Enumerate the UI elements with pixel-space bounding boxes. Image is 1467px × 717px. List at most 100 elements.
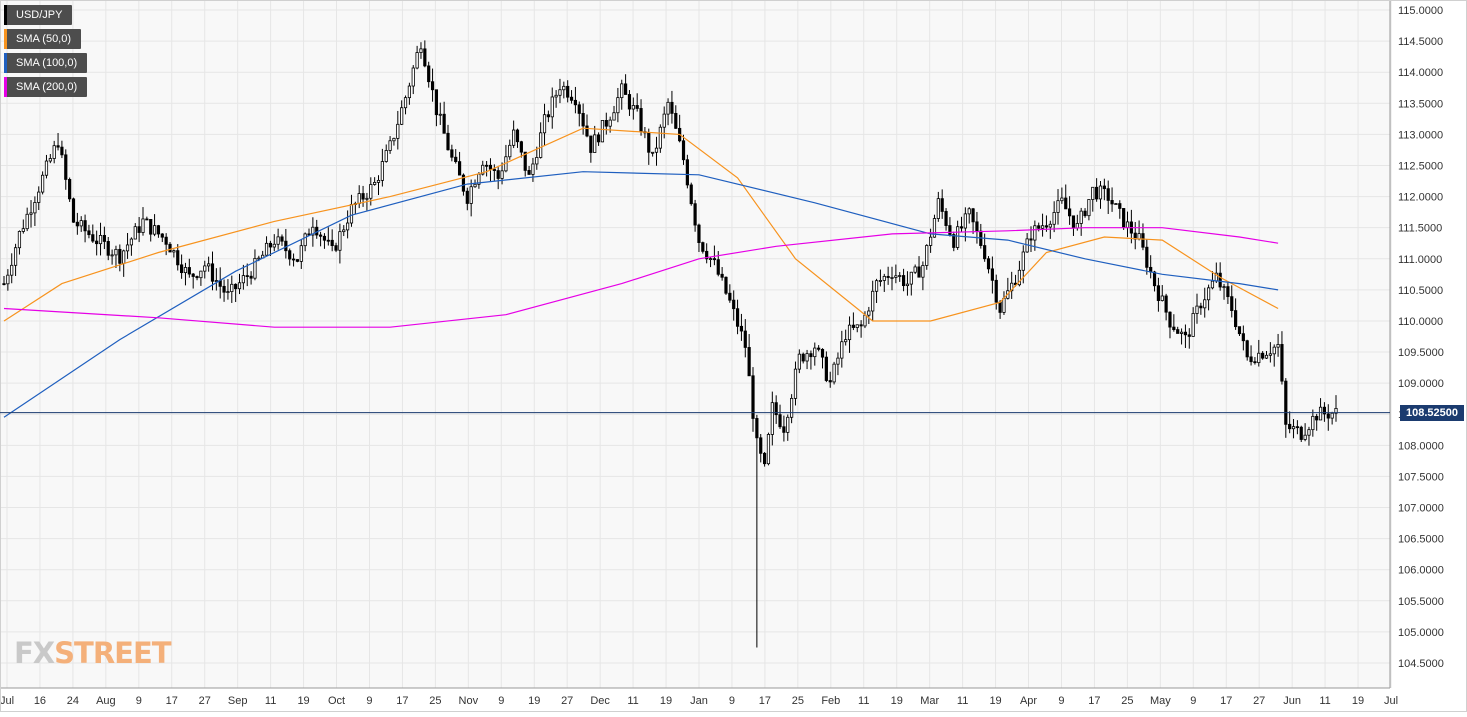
candle-body	[828, 380, 832, 383]
x-tick-label: 25	[1121, 695, 1133, 707]
candle-body	[1307, 429, 1311, 436]
candle-body	[666, 101, 670, 115]
candle-body	[334, 245, 338, 251]
candle-body	[531, 163, 535, 175]
candle-body	[809, 353, 813, 358]
candle-body	[1056, 200, 1060, 213]
candle-body	[925, 245, 929, 266]
candle-body	[1164, 295, 1168, 313]
candle-body	[624, 83, 628, 95]
candle-body	[697, 224, 701, 243]
x-tick-label: Feb	[821, 695, 840, 707]
candle-body	[1226, 286, 1230, 298]
candle-body	[693, 203, 697, 226]
candle-body	[1237, 326, 1242, 335]
candle-body	[990, 268, 994, 281]
candle-body	[566, 85, 570, 98]
candle-body	[1299, 426, 1303, 440]
candle-body	[473, 183, 477, 188]
sma-line-50	[3, 127, 1279, 322]
candle-body	[176, 250, 180, 266]
candle-body	[647, 132, 651, 153]
candle-body	[1272, 346, 1276, 355]
x-tick-label: 25	[792, 695, 804, 707]
current-price-tag: 108.52500	[1400, 404, 1464, 421]
candle-body	[817, 347, 821, 350]
candle-body	[616, 97, 620, 114]
candle-body	[6, 274, 10, 285]
candle-body	[874, 280, 879, 292]
candle-body	[469, 186, 473, 204]
candle-body	[952, 234, 956, 248]
candle-body	[1261, 352, 1265, 359]
candle-body	[1318, 406, 1323, 421]
sma-line-100	[3, 171, 1279, 418]
candle-body	[508, 144, 512, 158]
candle-body	[21, 228, 25, 232]
candle-body	[446, 132, 450, 151]
legend-item-usdjpy[interactable]: USD/JPY	[4, 5, 73, 25]
candle-body	[1183, 331, 1188, 336]
candle-body	[1141, 233, 1145, 248]
candle-body	[79, 220, 83, 227]
candle-body	[68, 179, 72, 200]
candle-body	[122, 250, 126, 264]
candle-body	[639, 108, 643, 133]
candle-body	[778, 414, 782, 428]
candle-body	[585, 125, 589, 137]
candle-body	[41, 174, 45, 193]
candle-body	[782, 426, 786, 433]
x-tick-label: 24	[67, 695, 79, 707]
candle-body	[1095, 186, 1099, 200]
candle-body	[867, 310, 871, 316]
candle-body	[1172, 326, 1176, 331]
x-tick-label: 19	[891, 695, 903, 707]
candle-body	[1330, 412, 1334, 419]
x-tick-label: Nov	[459, 695, 479, 707]
candle-body	[820, 348, 825, 358]
candle-body	[457, 161, 462, 176]
x-tick-label: Apr	[1020, 695, 1037, 707]
candle-body	[774, 402, 778, 416]
candle-body	[102, 235, 106, 242]
candle-body	[562, 85, 566, 91]
candle-body	[388, 140, 392, 151]
candle-body	[1083, 210, 1087, 217]
candle-body	[37, 191, 41, 203]
candle-body	[307, 233, 311, 236]
candle-body	[1303, 434, 1307, 440]
candle-body	[712, 258, 716, 261]
candle-body	[172, 250, 176, 253]
candle-body	[735, 308, 740, 327]
candle-body	[1326, 413, 1330, 419]
candle-body	[882, 275, 886, 281]
candle-body	[488, 164, 493, 170]
x-tick-label: 19	[660, 695, 672, 707]
legend-label-sma100: SMA (100,0)	[16, 57, 78, 69]
candle-body	[118, 248, 122, 264]
candle-body	[1210, 280, 1215, 289]
candle-body	[890, 277, 894, 279]
legend-item-sma50[interactable]: SMA (50,0)	[4, 29, 82, 49]
plot-area	[0, 0, 1390, 688]
candle-body	[589, 135, 593, 153]
logo-fx: FX	[14, 636, 55, 670]
candle-body	[311, 226, 315, 236]
candle-body	[1037, 225, 1041, 229]
legend-item-sma200[interactable]: SMA (200,0)	[4, 77, 88, 97]
candle-body	[805, 353, 809, 362]
candle-body	[264, 242, 269, 256]
legend-label-sma50: SMA (50,0)	[16, 33, 72, 45]
candle-body	[720, 273, 724, 278]
candle-body	[929, 236, 933, 246]
legend-item-sma100[interactable]: SMA (100,0)	[4, 53, 88, 73]
candle-body	[886, 275, 890, 278]
x-tick-label: May	[1150, 695, 1171, 707]
y-tick-label: 109.5000	[1398, 347, 1444, 359]
candle-body	[234, 283, 238, 290]
candle-body	[492, 168, 496, 171]
candle-body	[863, 314, 867, 327]
candle-body	[230, 283, 234, 293]
candle-body	[357, 193, 361, 204]
candle-body	[207, 263, 211, 267]
